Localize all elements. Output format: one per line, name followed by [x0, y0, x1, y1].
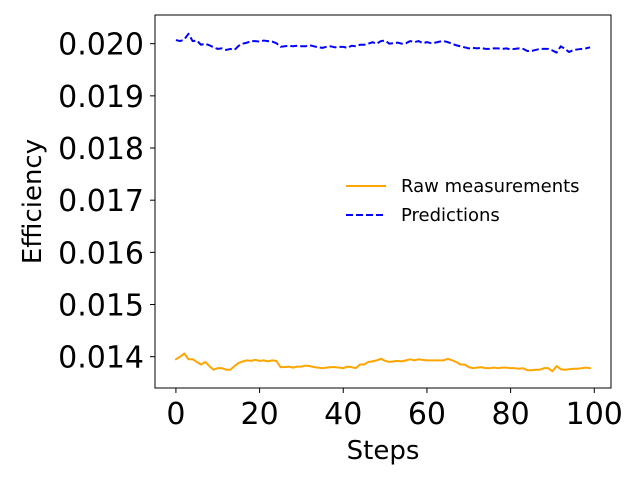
- y-tick-label: 0.018: [58, 132, 144, 167]
- y-tick-label: 0.017: [58, 184, 144, 219]
- y-axis-label: Efficiency: [18, 139, 48, 264]
- y-tick-label: 0.020: [58, 28, 144, 63]
- y-tick-label: 0.015: [58, 289, 144, 324]
- axes: 0 20 40 60 80 100 0.014 0.015 0.016 0.017 0.018 0.0…: [58, 14, 623, 432]
- y-tick-label: 0.016: [58, 236, 144, 271]
- x-tick-label: 100: [566, 397, 623, 432]
- series-line-raw-measurements: [174, 352, 592, 373]
- x-tick-label: 60: [408, 397, 446, 432]
- y-tick-label: 0.014: [58, 341, 144, 376]
- x-tick-label: 0: [166, 397, 185, 432]
- x-tick-label: 40: [324, 397, 362, 432]
- legend-label-raw-measurements: Raw measurements: [401, 176, 580, 197]
- y-tick-label: 0.019: [58, 80, 144, 115]
- plot-area: [155, 15, 611, 388]
- legend: Raw measurements Predictions: [346, 176, 580, 226]
- x-axis-label: Steps: [347, 436, 420, 466]
- plot-background: [155, 15, 611, 388]
- x-tick-label: 80: [492, 397, 530, 432]
- legend-label-predictions: Predictions: [401, 205, 500, 226]
- axes-frame: [154, 14, 612, 389]
- series-layer: [174, 32, 592, 373]
- x-tick-label: 20: [240, 397, 278, 432]
- series-line-predictions: [175, 32, 591, 54]
